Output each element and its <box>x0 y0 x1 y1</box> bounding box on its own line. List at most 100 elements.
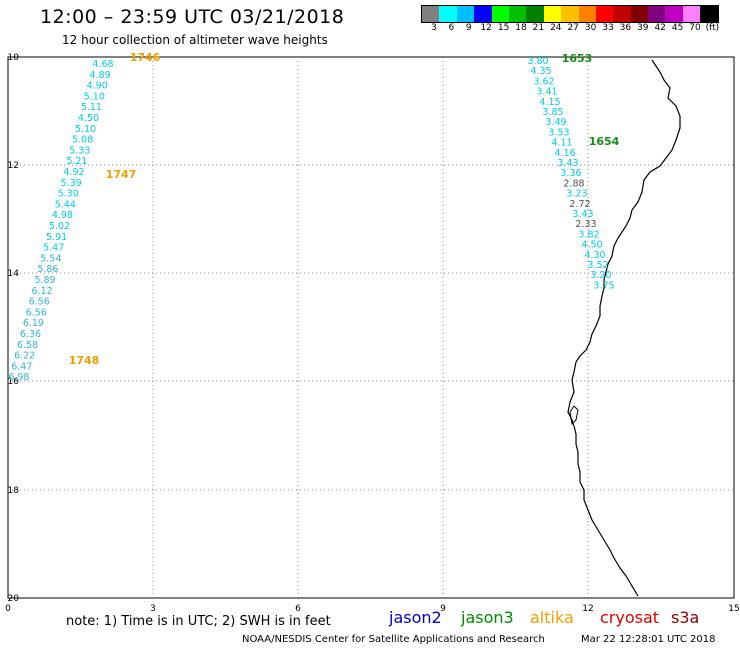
color-scale-label: 3 <box>431 23 437 33</box>
wave-height-label: 5.86 <box>37 264 58 275</box>
mission-jason3: jason3 <box>461 608 514 627</box>
island-outline <box>569 405 579 426</box>
wave-height-label: 4.50 <box>78 113 99 124</box>
mission-altika: altika <box>530 608 574 627</box>
wave-height-label: 3.85 <box>542 107 563 118</box>
wave-height-label: 6.56 <box>26 307 47 318</box>
color-scale <box>421 5 719 23</box>
wave-height-label: 3.53 <box>548 127 569 138</box>
color-swatch <box>578 6 596 22</box>
color-swatch <box>508 6 527 22</box>
pass-time-label: 1653 <box>562 52 593 65</box>
wave-height-label: 4.16 <box>554 148 575 159</box>
wave-height-label: 3.62 <box>533 76 554 87</box>
wave-height-label: 4.35 <box>530 66 551 77</box>
color-scale-label: 33 <box>602 23 614 33</box>
wave-height-label: 3.80 <box>527 56 548 67</box>
wave-height-label: 4.68 <box>92 59 113 70</box>
color-swatch <box>700 6 718 22</box>
wave-height-label: 3.82 <box>578 229 599 240</box>
wave-height-label: 3.49 <box>545 117 566 128</box>
wave-height-label: 6.19 <box>23 318 44 329</box>
color-scale-label: 9 <box>465 23 472 33</box>
lat-label: 20 <box>8 594 20 604</box>
pass-time-label: 1746 <box>130 51 161 64</box>
wave-height-label: 4.11 <box>551 138 572 149</box>
color-swatch <box>561 6 579 22</box>
wave-height-label: 6.12 <box>32 286 53 297</box>
color-scale-labels: 3 6 9 12 15 18 21 24 27 30 33 36 39 42 45 70 (ft) <box>421 23 740 35</box>
page-subtitle: 12 hour collection of altimeter wave hei… <box>62 33 328 47</box>
color-scale-label: 45 <box>671 23 684 33</box>
color-swatch <box>474 6 492 22</box>
footer-credit: NOAA/NESDIS Center for Satellite Applica… <box>242 634 545 645</box>
wave-height-label: 4.89 <box>90 70 111 81</box>
wave-height-label: 3.20 <box>590 270 611 281</box>
page-title: 12:00 – 23:59 UTC 03/21/2018 <box>40 6 345 28</box>
mission-jason2: jason2 <box>389 608 442 627</box>
color-scale-label: 42 <box>654 23 666 33</box>
color-scale-label: 70 <box>689 23 701 33</box>
color-swatch <box>526 6 544 22</box>
color-scale-label: 36 <box>619 23 632 33</box>
lon-label: 3 <box>150 604 156 614</box>
map-frame <box>7 56 735 599</box>
color-scale-label: 27 <box>567 23 579 33</box>
pass-time-label: 1748 <box>69 354 100 367</box>
wave-height-label: 5.54 <box>40 253 61 264</box>
wave-height-label: 5.44 <box>55 199 76 210</box>
wave-height-label: 5.30 <box>58 189 79 200</box>
pass-time-label: 1747 <box>106 168 137 181</box>
color-swatch <box>665 6 683 22</box>
color-swatch <box>456 6 475 22</box>
lon-label: 12 <box>582 604 593 614</box>
coastline <box>567 59 681 597</box>
footer-timestamp: Mar 22 12:28:01 UTC 2018 <box>581 634 716 645</box>
wave-height-label: 4.15 <box>539 97 560 108</box>
color-swatch <box>595 6 614 22</box>
color-scale-label: 12 <box>480 23 492 33</box>
pass-time-label: 1654 <box>589 135 620 148</box>
wave-height-label: 3.43 <box>572 209 593 220</box>
wave-height-label: 5.47 <box>43 243 64 254</box>
wave-height-label: 2.72 <box>569 199 590 210</box>
color-scale-label: 39 <box>637 23 649 33</box>
lon-label: 0 <box>5 604 11 614</box>
wave-height-label: 4.30 <box>584 250 605 261</box>
wave-height-label: 5.10 <box>75 124 96 135</box>
wave-height-label: 3.52 <box>587 260 608 271</box>
color-swatch <box>648 6 666 22</box>
wave-height-label: 5.39 <box>61 178 82 189</box>
wave-height-label: 4.90 <box>87 81 108 92</box>
lon-label: 9 <box>440 604 446 614</box>
wave-height-label: 5.21 <box>66 156 87 167</box>
wave-height-label: 5.91 <box>46 232 67 243</box>
wave-height-label: 3.75 <box>593 280 614 291</box>
wave-height-label: 5.10 <box>84 91 105 102</box>
color-scale-label: 6 <box>448 23 455 33</box>
wave-height-label: 5.08 <box>72 135 93 146</box>
wave-height-label: 6.58 <box>17 340 38 351</box>
wave-height-label: 5.33 <box>69 145 90 156</box>
color-swatch <box>630 6 649 22</box>
lon-label: 6 <box>295 604 301 614</box>
wave-height-label: 5.02 <box>49 221 70 232</box>
lat-label: 10 <box>8 53 20 63</box>
wave-height-label: 6.22 <box>14 351 35 362</box>
color-swatch <box>613 6 631 22</box>
color-swatch <box>682 6 701 22</box>
color-swatch <box>439 6 457 22</box>
wave-height-label: 6.56 <box>29 297 50 308</box>
color-scale-label: 24 <box>550 23 562 33</box>
wave-height-label: 6.36 <box>20 329 41 340</box>
wave-height-label: 3.23 <box>566 189 587 200</box>
wave-height-label: 4.50 <box>581 240 602 251</box>
wave-height-label: 3.41 <box>536 87 557 98</box>
wave-height-label: 3.43 <box>557 158 578 169</box>
lon-label: 15 <box>728 604 739 614</box>
wave-height-label: 2.88 <box>563 178 584 189</box>
wave-height-label: 4.92 <box>63 167 84 178</box>
lat-label: 18 <box>8 486 20 496</box>
mission-s3a: s3a <box>671 608 700 627</box>
